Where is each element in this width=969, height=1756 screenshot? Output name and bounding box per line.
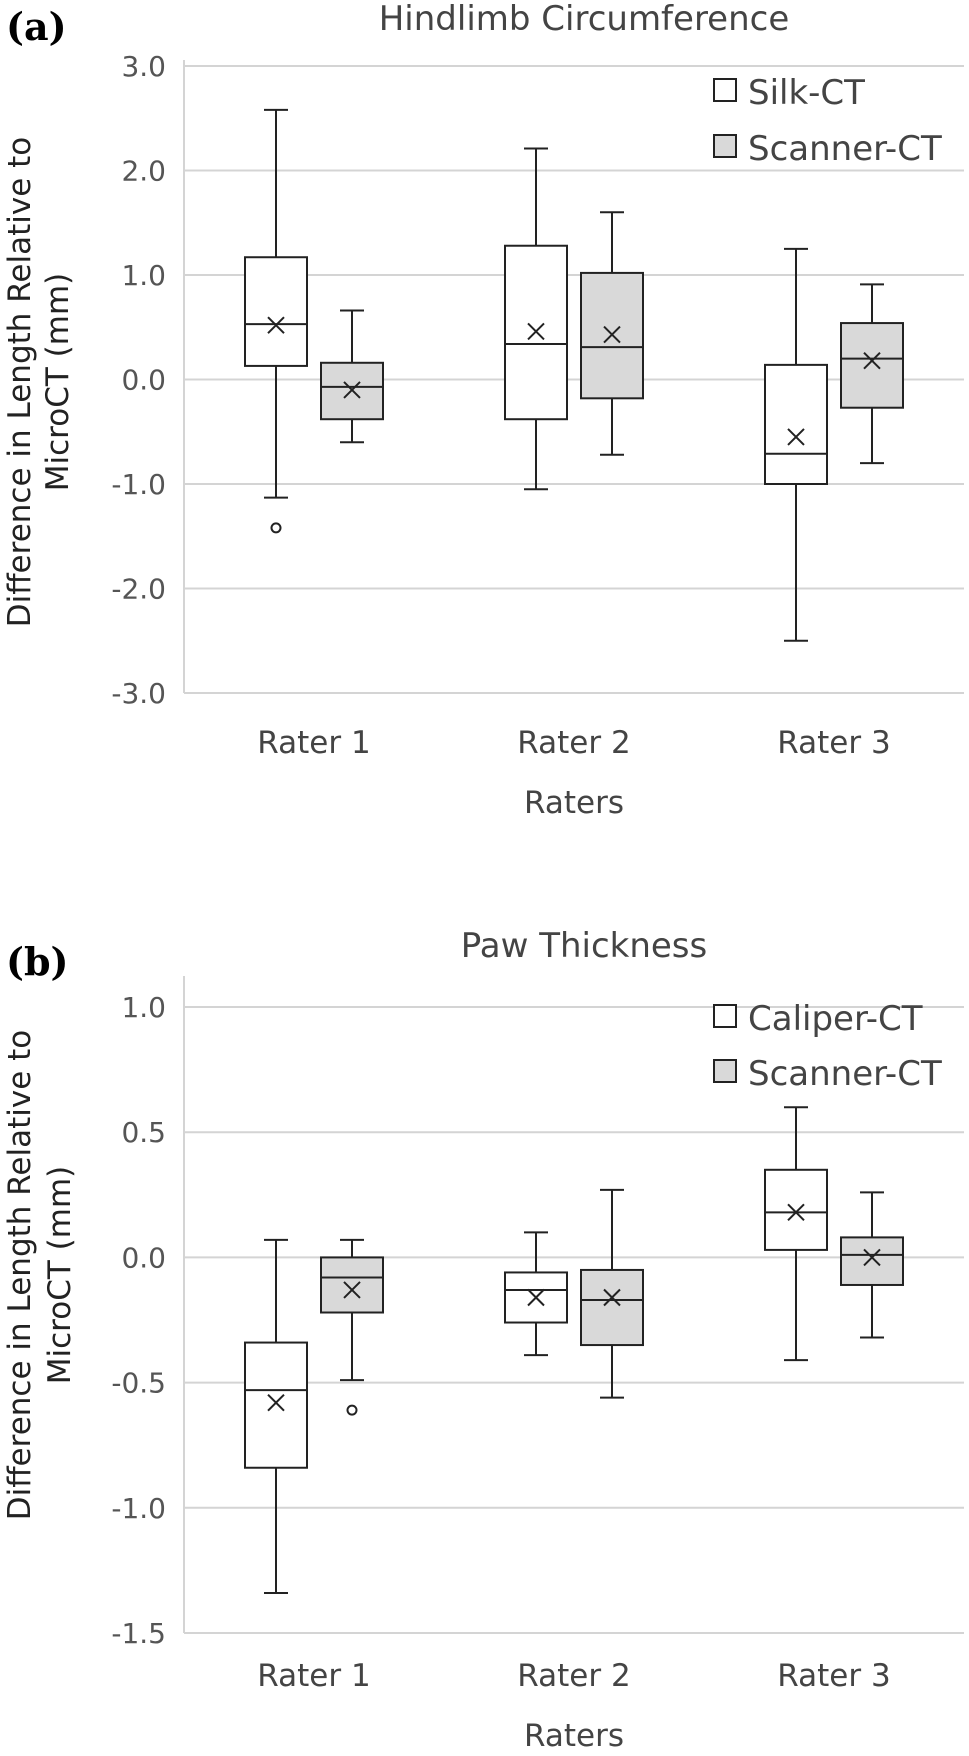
x-tick-label: Rater 1 xyxy=(257,725,370,761)
y-tick-label: 0.5 xyxy=(121,1116,166,1149)
box-scanner-ct-3 xyxy=(840,1191,904,1339)
mean-marker xyxy=(527,1288,545,1307)
x-tick-label: Rater 2 xyxy=(517,725,630,761)
chart-panel-2: (b) Paw Thickness 1.0 0.5 0.0 -0.5 -1.0 -1.5 Dif… xyxy=(2,926,964,1754)
y-tick-label: 0.0 xyxy=(121,364,166,397)
y-tick-label: -1.0 xyxy=(111,468,166,501)
chart-title: Paw Thickness xyxy=(461,926,707,966)
mean-marker xyxy=(787,428,805,446)
legend-label: Silk-CT xyxy=(748,73,865,113)
box-silk-ct-2 xyxy=(504,147,568,491)
mean-marker xyxy=(603,325,621,344)
y-axis-label: Difference in Length Relative to xyxy=(2,1030,38,1521)
chart-title: Hindlimb Circumference xyxy=(379,0,790,39)
box-caliper-ct-2 xyxy=(504,1231,568,1357)
y-tick-label: 3.0 xyxy=(121,50,166,83)
mean-marker xyxy=(527,322,545,341)
legend-swatch xyxy=(713,1059,737,1083)
box-caliper-ct-1 xyxy=(244,1238,308,1594)
box-iqr xyxy=(840,1236,904,1286)
x-axis-label: Raters xyxy=(524,1718,624,1754)
x-tick-label: Rater 1 xyxy=(257,1658,370,1694)
x-tick-label: Rater 3 xyxy=(777,725,890,761)
y-tick-label: 1.0 xyxy=(121,259,166,292)
outlier-point xyxy=(270,522,282,534)
y-tick-label: -3.0 xyxy=(111,677,166,710)
y-tick-label: -0.5 xyxy=(111,1367,166,1400)
box-silk-ct-3 xyxy=(764,247,828,642)
y-tick-label: -1.5 xyxy=(111,1617,166,1650)
mean-marker xyxy=(267,316,285,334)
box-scanner-ct-2 xyxy=(580,211,644,456)
box-iqr xyxy=(764,363,828,485)
mean-marker xyxy=(787,1203,805,1222)
mean-marker xyxy=(343,381,361,399)
box-silk-ct-1 xyxy=(244,108,308,534)
x-tick-label: Rater 2 xyxy=(517,1658,630,1694)
legend-label: Caliper-CT xyxy=(748,999,923,1039)
legend-swatch xyxy=(713,78,737,102)
mean-marker xyxy=(863,351,881,370)
y-tick-label: 0.0 xyxy=(121,1241,166,1274)
box-iqr xyxy=(244,1341,308,1469)
box-iqr xyxy=(764,1168,828,1251)
box-iqr xyxy=(580,1268,644,1347)
y-axis-label: MicroCT (mm) xyxy=(40,273,76,491)
legend-label: Scanner-CT xyxy=(748,1054,942,1094)
box-iqr xyxy=(840,322,904,409)
legend-swatch xyxy=(713,134,737,158)
outlier-point xyxy=(346,1404,358,1416)
mean-marker xyxy=(863,1248,881,1267)
box-caliper-ct-3 xyxy=(764,1106,828,1362)
mean-marker xyxy=(267,1393,285,1412)
y-axis-label: Difference in Length Relative to xyxy=(2,137,38,628)
mean-marker xyxy=(343,1281,361,1299)
box-scanner-ct-1 xyxy=(320,309,384,444)
x-tick-label: Rater 3 xyxy=(777,1658,890,1694)
y-tick-label: -1.0 xyxy=(111,1492,166,1525)
y-tick-label: 1.0 xyxy=(121,991,166,1024)
y-axis-label: MicroCT (mm) xyxy=(42,1166,78,1384)
box-scanner-ct-3 xyxy=(840,283,904,465)
panel-label: (b) xyxy=(6,939,69,984)
y-tick-label: 2.0 xyxy=(121,155,166,188)
x-axis-label: Raters xyxy=(524,785,624,821)
box-scanner-ct-2 xyxy=(580,1188,644,1399)
box-iqr xyxy=(320,1256,384,1314)
panel-label: (a) xyxy=(6,4,67,49)
chart-panel-1: (a) Hindlimb Circumference 3.0 2.0 1.0 0.0 -1.… xyxy=(2,0,964,821)
box-scanner-ct-1 xyxy=(320,1238,384,1416)
mean-marker xyxy=(603,1288,621,1307)
legend-swatch xyxy=(713,1004,737,1028)
y-tick-label: -2.0 xyxy=(111,573,166,606)
box-iqr xyxy=(244,256,308,367)
legend-label: Scanner-CT xyxy=(748,129,942,169)
